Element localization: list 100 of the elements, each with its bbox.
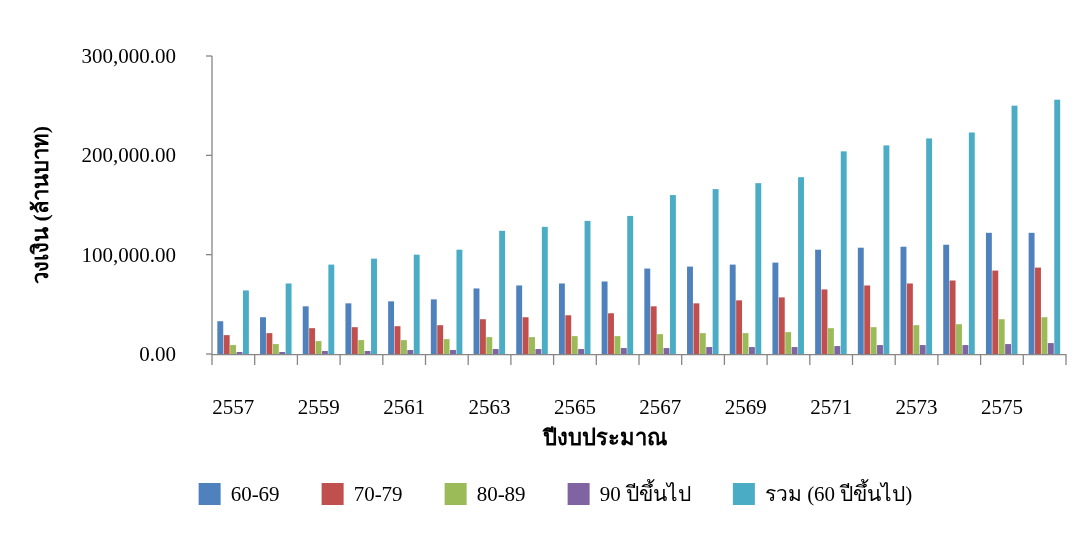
bar — [657, 334, 664, 354]
y-tick-label: 0.00 — [139, 342, 176, 366]
bar — [949, 280, 956, 354]
bar — [260, 317, 266, 354]
bar — [309, 328, 316, 354]
bar — [926, 138, 933, 354]
bar — [699, 333, 706, 354]
x-tick-label: 2571 — [810, 395, 853, 419]
y-tick-label: 100,000.00 — [81, 242, 176, 267]
bar — [1028, 232, 1035, 354]
bar — [364, 351, 371, 354]
bar — [919, 345, 926, 354]
x-tick-label: 2559 — [297, 395, 340, 419]
bar — [230, 345, 237, 354]
bar — [906, 283, 913, 354]
bar — [620, 348, 627, 354]
bar — [499, 230, 506, 354]
bar — [601, 281, 608, 354]
x-tick-label: 2573 — [895, 395, 938, 419]
bar — [864, 285, 871, 354]
bar — [755, 183, 762, 354]
y-tick-label: 200,000.00 — [81, 143, 176, 168]
bar — [748, 347, 755, 354]
bar — [217, 321, 224, 354]
bar — [883, 145, 890, 354]
x-tick-label: 2563 — [468, 395, 511, 419]
x-tick-label: 2567 — [639, 395, 682, 419]
legend-label: 70-79 — [353, 482, 403, 506]
bar — [1054, 99, 1061, 354]
bar — [791, 347, 798, 354]
bar — [479, 319, 486, 354]
bar — [985, 232, 992, 354]
y-axis-title: วงเงิน (ล้านบาท) — [28, 125, 53, 285]
bar — [558, 283, 565, 354]
bar — [486, 337, 493, 354]
bar — [321, 351, 328, 354]
bar — [998, 319, 1005, 354]
bar — [687, 266, 693, 354]
bar — [943, 244, 950, 354]
bar — [962, 345, 969, 354]
bar — [371, 258, 377, 354]
bar — [529, 337, 535, 354]
bar — [729, 264, 736, 354]
bar — [608, 313, 614, 354]
bar — [400, 340, 407, 354]
bar — [992, 270, 999, 354]
bar — [785, 332, 792, 354]
bar — [815, 249, 822, 354]
bar — [272, 344, 279, 354]
legend-label: 90 ปีขึ้นไป — [599, 479, 691, 506]
bar — [712, 189, 719, 354]
x-tick-label: 2575 — [980, 395, 1023, 419]
bar — [772, 262, 779, 354]
bar — [571, 336, 578, 354]
bar — [407, 350, 414, 354]
bar — [430, 299, 437, 354]
y-tick-label: 300,000.00 — [81, 44, 176, 68]
bar — [345, 303, 352, 354]
bar — [450, 350, 456, 354]
bar — [1047, 343, 1054, 354]
legend-label: 80-89 — [476, 482, 526, 506]
x-tick-label: 2565 — [553, 395, 596, 419]
bar — [840, 151, 847, 354]
bar — [285, 283, 292, 354]
bar — [522, 317, 529, 354]
bar — [541, 226, 548, 354]
bar — [827, 328, 834, 354]
bar — [437, 325, 444, 354]
x-tick-label: 2557 — [212, 395, 255, 419]
bar — [492, 349, 499, 354]
bar — [870, 327, 877, 354]
bar — [413, 254, 420, 354]
bar — [650, 306, 657, 354]
bar — [223, 335, 230, 354]
bar — [693, 303, 700, 354]
bar — [565, 315, 572, 354]
bar — [706, 347, 713, 354]
bar — [834, 346, 841, 354]
bar — [1005, 344, 1012, 354]
bar — [669, 195, 676, 354]
bar — [857, 247, 864, 354]
bar — [1041, 317, 1048, 354]
bar — [351, 327, 358, 354]
bar — [388, 301, 395, 354]
bar — [1035, 267, 1041, 354]
bar — [443, 339, 450, 354]
bar — [328, 264, 335, 354]
legend-label: 60-69 — [230, 482, 280, 506]
bar — [242, 290, 249, 354]
bar — [913, 325, 920, 354]
x-tick-label: 2561 — [383, 395, 426, 419]
bar — [736, 300, 743, 354]
bar — [778, 297, 785, 354]
bar — [956, 324, 962, 354]
bar — [516, 285, 523, 354]
bar — [302, 306, 309, 354]
bar — [644, 268, 651, 354]
bar — [358, 340, 365, 354]
x-tick-label: 2569 — [724, 395, 767, 419]
legend-label: รวม (60 ปีขึ้นไป) — [764, 479, 913, 506]
